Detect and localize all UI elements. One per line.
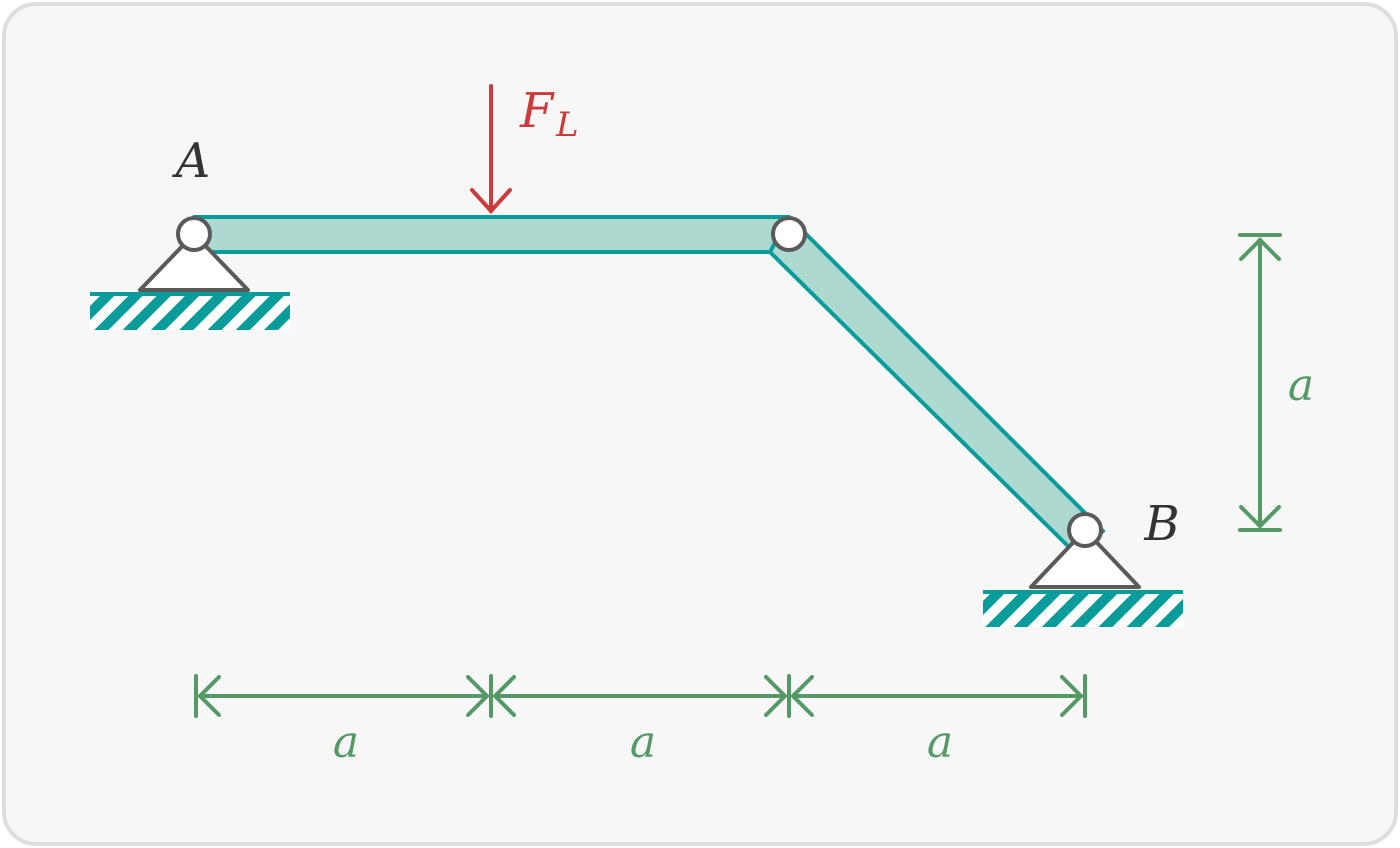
label-dim-vertical: a [1288,360,1314,411]
dim-arrow-3-left [790,675,814,717]
vdim-arrow-top [1239,237,1281,261]
label-support-b: B [1143,496,1179,552]
ground-a [90,292,290,330]
label-force-main: F [519,83,555,139]
pin-a [176,216,212,252]
label-force: FL [519,83,579,145]
horizontal-dimensions [194,674,1087,718]
support-b-triangle [1029,528,1141,589]
label-dim-2: a [630,717,656,768]
label-dim-3: a [927,717,953,768]
dim-arrow-3-right [1060,675,1084,717]
label-support-a: A [172,133,211,189]
ground-hatch-a [90,295,290,330]
ground-b [983,590,1183,627]
force-arrow [470,84,512,214]
hinge-middle [771,216,807,252]
force-arrowhead [470,188,512,214]
dim-arrow-2-right [764,675,788,717]
dim-arrow-1-right [466,675,490,717]
support-a-triangle [138,232,250,292]
vdim-arrow-bottom [1239,505,1281,529]
horizontal-member [192,215,791,254]
label-dim-1: a [333,717,359,768]
dim-arrow-2-left [492,675,516,717]
dim-arrow-1-left [197,675,221,717]
pin-b [1067,512,1103,548]
vertical-dimension [1238,233,1282,532]
ground-hatch-b [983,593,1183,627]
label-force-sub: L [555,105,579,145]
